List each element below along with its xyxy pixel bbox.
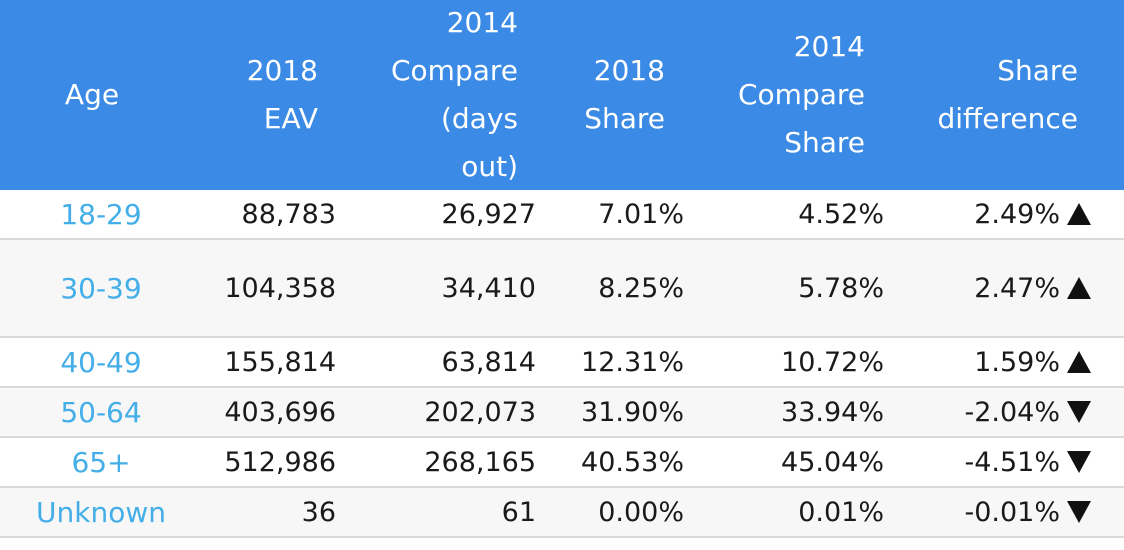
- compare-share-2014-cell: 45.04%: [781, 446, 884, 478]
- header-line: 2014: [793, 30, 865, 63]
- header-line: Compare: [737, 78, 865, 111]
- compare-2014-cell: 61: [501, 496, 536, 528]
- age-cell: 18-29: [60, 197, 142, 231]
- trend-cell: [1064, 388, 1094, 436]
- trend-cell: [1064, 438, 1094, 486]
- header-2014-compare: 2014 Compare (days out): [318, 0, 518, 190]
- share-2018-cell: 8.25%: [598, 272, 684, 304]
- header-line: Compare: [390, 54, 518, 87]
- share-difference-cell: -2.04%: [964, 396, 1060, 428]
- share-2018-cell: 7.01%: [598, 198, 684, 230]
- share-2018-cell: 0.00%: [598, 496, 684, 528]
- compare-2014-cell: 34,410: [441, 272, 536, 304]
- header-line: Age: [64, 78, 120, 111]
- header-line: Share: [784, 126, 865, 159]
- age-cell: 40-49: [60, 345, 142, 379]
- share-2018-cell: 31.90%: [581, 396, 684, 428]
- compare-share-2014-cell: 33.94%: [781, 396, 884, 428]
- compare-share-2014-cell: 0.01%: [798, 496, 884, 528]
- table-row: 50-64 403,696 202,073 31.90% 33.94% -2.0…: [0, 388, 1124, 438]
- eav-2018-cell: 104,358: [224, 272, 336, 304]
- age-share-table: Age 2018 EAV 2014 Compare (days out) 201…: [0, 0, 1124, 538]
- share-difference-cell: -0.01%: [964, 496, 1060, 528]
- header-line: (days: [440, 102, 518, 135]
- compare-2014-cell: 268,165: [424, 446, 536, 478]
- compare-2014-cell: 26,927: [441, 198, 536, 230]
- down-icon: [1067, 501, 1091, 523]
- down-icon: [1067, 401, 1091, 423]
- up-icon: [1067, 351, 1091, 373]
- header-2018-eav: 2018 EAV: [184, 0, 318, 190]
- eav-2018-cell: 512,986: [224, 446, 336, 478]
- header-line: EAV: [263, 102, 318, 135]
- header-2014-compare-share: 2014 Compare Share: [665, 0, 865, 190]
- table-row: Unknown 36 61 0.00% 0.01% -0.01%: [0, 488, 1124, 538]
- header-share-difference: Share difference: [865, 0, 1078, 190]
- trend-cell: [1064, 240, 1094, 336]
- eav-2018-cell: 403,696: [224, 396, 336, 428]
- eav-2018-cell: 36: [301, 496, 336, 528]
- trend-cell: [1064, 488, 1094, 536]
- up-icon: [1067, 277, 1091, 299]
- eav-2018-cell: 155,814: [224, 346, 336, 378]
- table-header: Age 2018 EAV 2014 Compare (days out) 201…: [0, 0, 1124, 190]
- compare-2014-cell: 63,814: [441, 346, 536, 378]
- compare-share-2014-cell: 5.78%: [798, 272, 884, 304]
- table-row: 65+ 512,986 268,165 40.53% 45.04% -4.51%: [0, 438, 1124, 488]
- share-difference-cell: -4.51%: [964, 446, 1060, 478]
- header-2018-share: 2018 Share: [518, 0, 665, 190]
- age-cell: 30-39: [60, 271, 142, 305]
- age-cell: 65+: [71, 445, 131, 479]
- header-line: 2018: [593, 54, 665, 87]
- table-row: 30-39 104,358 34,410 8.25% 5.78% 2.47%: [0, 240, 1124, 338]
- compare-share-2014-cell: 10.72%: [781, 346, 884, 378]
- table-row: 40-49 155,814 63,814 12.31% 10.72% 1.59%: [0, 338, 1124, 388]
- age-cell: Unknown: [36, 495, 166, 529]
- table-row: 18-29 88,783 26,927 7.01% 4.52% 2.49%: [0, 190, 1124, 240]
- compare-2014-cell: 202,073: [424, 396, 536, 428]
- header-line: Share: [584, 102, 665, 135]
- age-cell: 50-64: [60, 395, 142, 429]
- header-line: 2014: [446, 6, 518, 39]
- share-2018-cell: 40.53%: [581, 446, 684, 478]
- up-icon: [1067, 203, 1091, 225]
- share-2018-cell: 12.31%: [581, 346, 684, 378]
- header-line: difference: [937, 102, 1078, 135]
- share-difference-cell: 2.49%: [974, 198, 1060, 230]
- compare-share-2014-cell: 4.52%: [798, 198, 884, 230]
- eav-2018-cell: 88,783: [241, 198, 336, 230]
- header-age: Age: [0, 0, 184, 190]
- down-icon: [1067, 451, 1091, 473]
- header-line: Share: [997, 54, 1078, 87]
- header-line: out): [461, 150, 518, 183]
- trend-cell: [1064, 338, 1094, 386]
- header-line: 2018: [246, 54, 318, 87]
- share-difference-cell: 1.59%: [974, 346, 1060, 378]
- share-difference-cell: 2.47%: [974, 272, 1060, 304]
- trend-cell: [1064, 190, 1094, 238]
